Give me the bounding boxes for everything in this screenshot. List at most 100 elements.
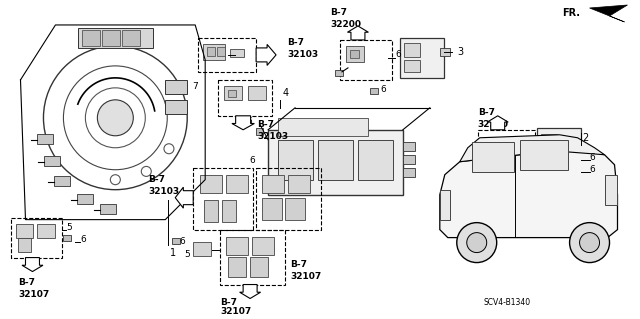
Text: B-7: B-7 bbox=[290, 260, 307, 269]
Bar bbox=[278, 118, 368, 136]
Circle shape bbox=[457, 223, 497, 263]
Text: 2: 2 bbox=[582, 133, 589, 143]
Bar bbox=[520, 140, 568, 170]
Text: 4: 4 bbox=[282, 88, 288, 98]
Bar bbox=[318, 140, 353, 180]
Bar bbox=[404, 43, 420, 57]
Polygon shape bbox=[589, 5, 627, 22]
Text: 3: 3 bbox=[458, 47, 464, 57]
Bar bbox=[204, 200, 218, 222]
Text: 5: 5 bbox=[184, 250, 190, 259]
Bar bbox=[506, 157, 524, 177]
Text: 32107: 32107 bbox=[290, 271, 321, 280]
Bar bbox=[222, 200, 236, 222]
Text: 7: 7 bbox=[193, 82, 198, 91]
Bar bbox=[346, 46, 364, 62]
Text: B-7: B-7 bbox=[19, 278, 35, 286]
Bar bbox=[100, 204, 116, 214]
Bar bbox=[165, 100, 188, 114]
Bar bbox=[218, 80, 272, 116]
Bar bbox=[358, 140, 393, 180]
Bar bbox=[226, 175, 248, 193]
Polygon shape bbox=[440, 148, 618, 238]
Bar bbox=[165, 80, 188, 94]
Polygon shape bbox=[175, 187, 193, 208]
Circle shape bbox=[580, 233, 600, 253]
Bar bbox=[207, 47, 215, 56]
Bar bbox=[350, 50, 359, 58]
Polygon shape bbox=[256, 44, 276, 65]
Text: 5: 5 bbox=[67, 223, 72, 232]
Bar bbox=[83, 30, 100, 46]
Bar bbox=[10, 218, 63, 257]
Text: 6: 6 bbox=[380, 85, 386, 94]
Bar bbox=[102, 30, 120, 46]
Bar bbox=[403, 168, 415, 177]
Bar bbox=[228, 90, 236, 97]
Bar bbox=[403, 155, 415, 164]
Text: 6: 6 bbox=[81, 235, 86, 244]
Text: 32103: 32103 bbox=[148, 187, 179, 196]
Bar bbox=[262, 198, 282, 220]
Polygon shape bbox=[460, 135, 605, 162]
Bar bbox=[54, 176, 70, 186]
Text: 6: 6 bbox=[246, 117, 252, 126]
Bar bbox=[256, 168, 321, 230]
Bar bbox=[198, 38, 256, 72]
Polygon shape bbox=[22, 257, 43, 271]
Text: 1: 1 bbox=[170, 248, 177, 257]
Bar bbox=[200, 175, 222, 193]
Bar bbox=[477, 130, 534, 185]
Text: 6: 6 bbox=[589, 165, 595, 174]
Bar bbox=[605, 175, 616, 205]
Text: SCV4-B1340: SCV4-B1340 bbox=[484, 298, 531, 307]
Text: 6: 6 bbox=[395, 50, 401, 59]
Bar bbox=[285, 198, 305, 220]
Bar bbox=[122, 30, 140, 46]
Text: B-7: B-7 bbox=[477, 108, 495, 117]
Text: 6: 6 bbox=[589, 153, 595, 162]
Bar bbox=[250, 256, 268, 277]
Circle shape bbox=[570, 223, 609, 263]
Text: 32103: 32103 bbox=[257, 132, 288, 141]
Bar bbox=[268, 130, 403, 195]
Bar bbox=[335, 70, 343, 76]
Bar bbox=[38, 224, 56, 238]
Bar bbox=[404, 60, 420, 72]
Bar bbox=[541, 134, 557, 148]
Bar bbox=[256, 128, 263, 135]
Bar bbox=[262, 175, 284, 193]
Bar bbox=[172, 238, 180, 244]
Text: B-7: B-7 bbox=[330, 8, 347, 17]
Bar bbox=[278, 140, 313, 180]
Text: 6: 6 bbox=[179, 237, 185, 246]
Bar bbox=[541, 152, 557, 166]
Bar bbox=[220, 230, 285, 285]
Polygon shape bbox=[232, 116, 254, 130]
Bar bbox=[508, 137, 527, 153]
Text: B-7: B-7 bbox=[220, 298, 237, 307]
Bar bbox=[403, 142, 415, 151]
Bar bbox=[193, 168, 253, 230]
Bar bbox=[217, 47, 225, 56]
Bar bbox=[226, 237, 248, 255]
Bar bbox=[440, 190, 450, 220]
Bar bbox=[15, 224, 33, 238]
Text: 32107: 32107 bbox=[220, 308, 252, 316]
Text: 32103: 32103 bbox=[287, 50, 318, 59]
Bar bbox=[44, 156, 60, 166]
Text: 32200: 32200 bbox=[477, 120, 509, 129]
Circle shape bbox=[467, 233, 487, 253]
Bar bbox=[79, 28, 153, 48]
Bar bbox=[536, 128, 580, 180]
Text: B-7: B-7 bbox=[257, 120, 274, 129]
Bar bbox=[340, 40, 392, 80]
Bar bbox=[224, 86, 242, 100]
Text: B-7: B-7 bbox=[287, 38, 304, 47]
Bar bbox=[38, 134, 54, 144]
Bar bbox=[370, 88, 378, 94]
Bar bbox=[472, 142, 514, 172]
Bar bbox=[484, 157, 502, 177]
Bar bbox=[252, 237, 274, 255]
Bar bbox=[230, 49, 244, 57]
